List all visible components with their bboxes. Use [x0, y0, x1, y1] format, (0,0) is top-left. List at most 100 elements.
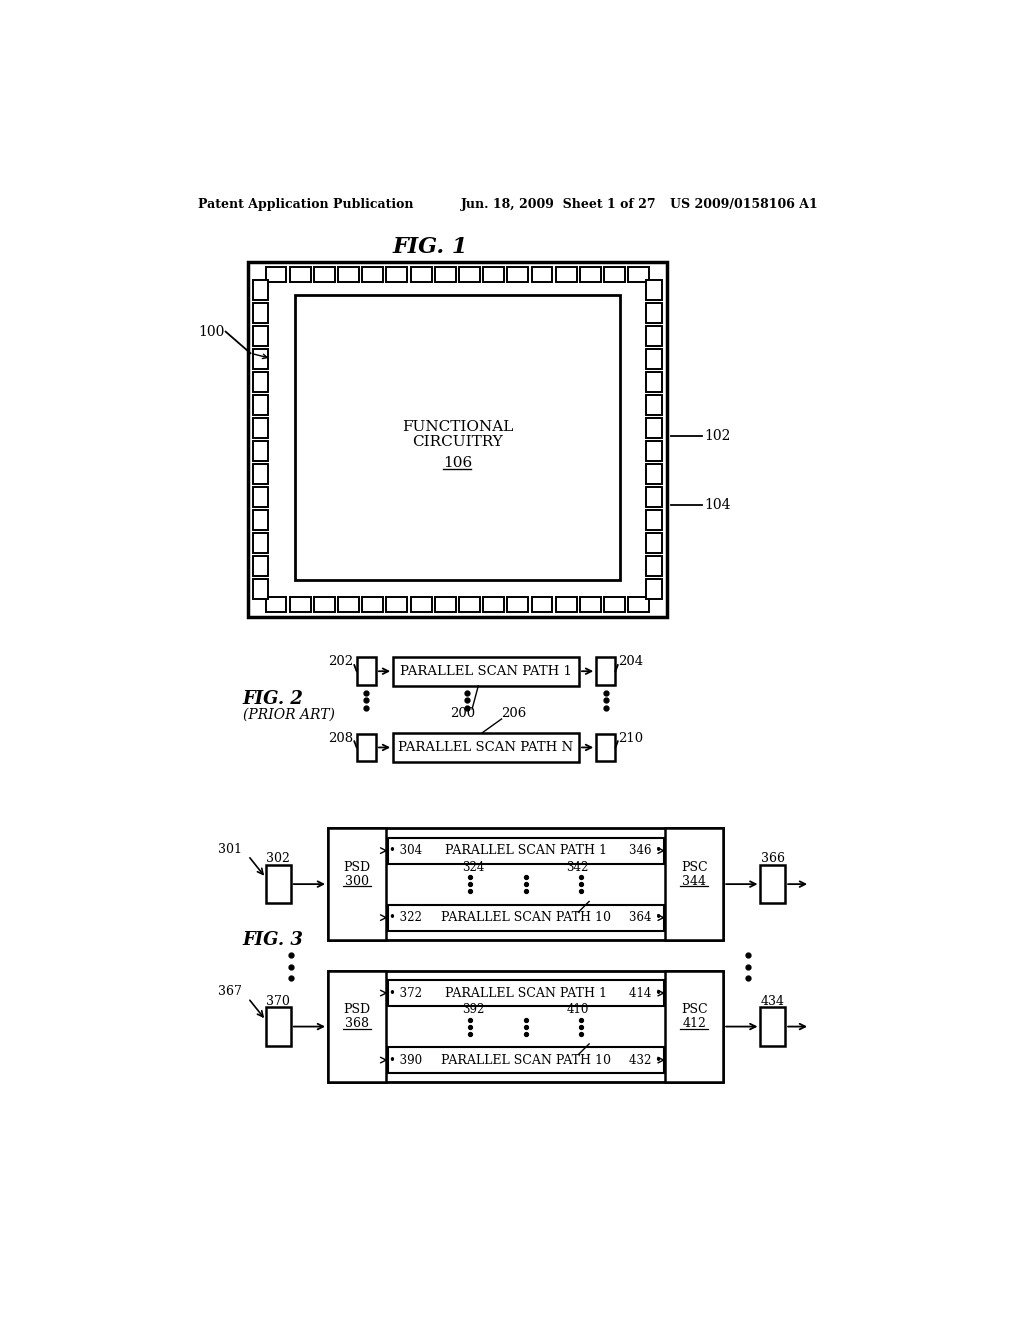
Bar [295, 296, 621, 581]
Bar [411, 267, 431, 282]
Bar [596, 657, 615, 685]
Bar [386, 267, 408, 282]
Text: 104: 104 [703, 498, 730, 512]
Bar [290, 597, 310, 612]
Bar [388, 1047, 664, 1073]
Bar [253, 326, 268, 346]
Bar [435, 597, 456, 612]
Bar [604, 597, 625, 612]
Text: FIG. 2: FIG. 2 [243, 690, 303, 708]
Text: FIG. 3: FIG. 3 [243, 931, 303, 949]
Text: PSC: PSC [681, 1003, 708, 1016]
Bar [596, 734, 615, 762]
Bar [265, 267, 287, 282]
Bar [266, 1007, 291, 1045]
Bar [253, 487, 268, 507]
Text: Patent Application Publication: Patent Application Publication [198, 198, 414, 211]
Bar [253, 510, 268, 529]
Text: 301: 301 [218, 843, 242, 855]
Text: 432 •: 432 • [629, 1053, 662, 1067]
Bar [393, 656, 579, 686]
Bar [248, 263, 667, 616]
Text: PARALLEL SCAN PATH 1: PARALLEL SCAN PATH 1 [444, 843, 606, 857]
Bar [580, 267, 601, 282]
Bar [253, 304, 268, 323]
Bar [629, 267, 649, 282]
Text: 202: 202 [329, 656, 353, 668]
Bar [646, 348, 662, 370]
Text: 368: 368 [345, 1016, 369, 1030]
Text: PSD: PSD [343, 861, 371, 874]
Bar [646, 326, 662, 346]
Text: 410: 410 [566, 1003, 589, 1016]
Bar [556, 597, 577, 612]
Text: 300: 300 [345, 875, 369, 887]
Bar [531, 267, 553, 282]
Bar [386, 597, 408, 612]
Bar [459, 267, 480, 282]
Bar [314, 597, 335, 612]
Text: 206: 206 [502, 708, 526, 721]
Bar [393, 733, 579, 762]
Text: • 390: • 390 [389, 1053, 422, 1067]
Bar [646, 441, 662, 461]
Text: 367: 367 [218, 986, 242, 998]
Bar [253, 418, 268, 438]
Bar [253, 463, 268, 484]
Bar [266, 865, 291, 903]
Bar [646, 395, 662, 414]
Text: 106: 106 [442, 455, 472, 470]
Text: CIRCUITRY: CIRCUITRY [412, 434, 503, 449]
Bar [580, 597, 601, 612]
Bar [761, 865, 785, 903]
Text: PARALLEL SCAN PATH 10: PARALLEL SCAN PATH 10 [440, 1053, 610, 1067]
Bar [665, 829, 723, 940]
Bar [646, 372, 662, 392]
Text: PARALLEL SCAN PATH 1: PARALLEL SCAN PATH 1 [444, 986, 606, 999]
Text: 364 •: 364 • [629, 911, 662, 924]
Text: FUNCTIONAL: FUNCTIONAL [401, 420, 513, 434]
Text: FIG. 1: FIG. 1 [392, 236, 468, 257]
Bar [253, 372, 268, 392]
Text: 346 •: 346 • [629, 843, 662, 857]
Bar [531, 597, 553, 612]
Text: 414 •: 414 • [629, 986, 662, 999]
Bar [388, 837, 664, 863]
Text: 344: 344 [682, 875, 707, 887]
Text: • 322: • 322 [389, 911, 422, 924]
Text: US 2009/0158106 A1: US 2009/0158106 A1 [671, 198, 818, 211]
Text: 370: 370 [266, 995, 290, 1007]
Bar [761, 1007, 785, 1045]
Text: 204: 204 [618, 656, 644, 668]
Bar [362, 267, 383, 282]
Text: PARALLEL SCAN PATH 10: PARALLEL SCAN PATH 10 [440, 911, 610, 924]
Bar [388, 979, 664, 1006]
Bar [435, 267, 456, 282]
Bar [507, 597, 528, 612]
Text: PARALLEL SCAN PATH N: PARALLEL SCAN PATH N [398, 741, 573, 754]
Bar [328, 970, 723, 1082]
Bar [314, 267, 335, 282]
Bar [665, 970, 723, 1082]
Bar [356, 657, 376, 685]
Bar [253, 578, 268, 599]
Bar [411, 597, 431, 612]
Text: • 304: • 304 [389, 843, 422, 857]
Text: • 372: • 372 [389, 986, 422, 999]
Bar [362, 597, 383, 612]
Text: (PRIOR ART): (PRIOR ART) [243, 708, 335, 721]
Bar [646, 304, 662, 323]
Bar [253, 348, 268, 370]
Text: PSD: PSD [343, 1003, 371, 1016]
Bar [328, 829, 386, 940]
Text: 208: 208 [329, 731, 353, 744]
Bar [507, 267, 528, 282]
Text: 392: 392 [463, 1003, 484, 1016]
Bar [338, 597, 359, 612]
Bar [646, 487, 662, 507]
Text: 324: 324 [463, 861, 484, 874]
Bar [459, 597, 480, 612]
Bar [629, 597, 649, 612]
Bar [265, 597, 287, 612]
Text: 434: 434 [761, 995, 784, 1007]
